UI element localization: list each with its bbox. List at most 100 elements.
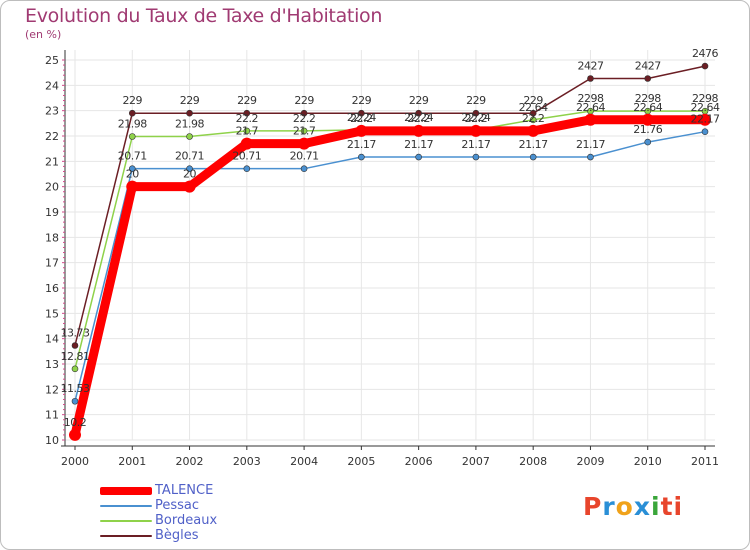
logo-letter: o: [615, 492, 634, 521]
series-pessac: [71, 128, 709, 405]
data-label: 21.17: [461, 138, 490, 151]
logo-letter: x: [633, 492, 651, 521]
data-point: [71, 365, 79, 373]
legend-label: Bègles: [155, 528, 199, 543]
data-point: [186, 165, 193, 172]
legend-item-bordeaux: Bordeaux: [100, 514, 320, 528]
data-point: [529, 109, 537, 117]
y-tick-label: 11: [45, 409, 59, 422]
data-label: 20.71: [232, 150, 261, 163]
data-label: 22.2: [293, 112, 316, 125]
data-point: [298, 137, 311, 150]
data-point: [701, 128, 709, 135]
data-label: 229: [409, 94, 429, 107]
data-point: [699, 113, 711, 126]
data-point: [69, 428, 81, 441]
data-point: [128, 133, 136, 140]
data-label: 229: [294, 94, 314, 107]
data-point: [240, 137, 253, 150]
x-tick-label: 2006: [405, 455, 433, 468]
x-tick-label: 2003: [233, 455, 261, 468]
legend-swatch: [100, 505, 152, 507]
data-label: 22.64: [633, 101, 662, 114]
data-label: 20: [183, 168, 196, 181]
series-line: [74, 65, 706, 347]
y-tick-label: 18: [45, 231, 59, 244]
data-label: 22.2: [465, 112, 488, 125]
data-label: 21.17: [519, 138, 548, 151]
data-point: [529, 153, 537, 161]
x-tick-label: 2009: [576, 455, 604, 468]
data-label: 22.24: [461, 111, 490, 124]
data-point: [300, 165, 308, 172]
data-point: [128, 109, 136, 117]
y-tick-label: 15: [45, 307, 59, 320]
series-talence: [69, 113, 711, 441]
grid: [65, 50, 715, 441]
data-label: 229: [123, 94, 143, 107]
data-label: 21.76: [633, 123, 662, 136]
x-tick-label: 2000: [61, 455, 89, 468]
data-point: [644, 75, 652, 82]
data-point: [186, 133, 193, 140]
data-point: [183, 180, 196, 193]
logo-letter: i: [673, 492, 684, 521]
line-chart: 10 11 12 13 14 15 16 17 18 19 20 21 22 23 24 25 2000 2001…: [45, 47, 720, 468]
series-line: [70, 115, 710, 440]
data-label: 2298: [577, 92, 603, 105]
data-label: 2427: [577, 59, 603, 72]
data-label: 2427: [635, 59, 661, 72]
y-tick-label: 25: [45, 54, 59, 67]
data-label: 22.64: [576, 101, 605, 114]
data-label: 21.98: [175, 118, 204, 131]
y-tick-label: 19: [45, 206, 59, 219]
data-point: [641, 113, 654, 126]
series-line: [74, 130, 706, 402]
data-label: 229: [523, 94, 543, 107]
data-label: 22.64: [519, 101, 548, 114]
y-tick-label: 14: [45, 333, 59, 346]
data-label: 22.2: [407, 112, 430, 125]
legend-label: Pessac: [155, 498, 200, 513]
y-tick-label: 17: [45, 257, 59, 270]
x-tick-label: 2008: [519, 455, 547, 468]
data-label: 229: [180, 94, 200, 107]
data-point: [300, 109, 308, 117]
data-point: [412, 124, 425, 137]
x-tick-label: 2002: [176, 455, 204, 468]
y-tick-label: 22: [45, 130, 59, 143]
data-label: 229: [466, 94, 486, 107]
logo-letter: t: [660, 492, 674, 521]
data-point: [358, 153, 365, 161]
data-point: [701, 62, 709, 70]
data-point: [358, 109, 365, 117]
data-point: [472, 109, 480, 117]
legend-item-pessac: Pessac: [100, 499, 320, 513]
y-tick-label: 13: [45, 358, 59, 371]
y-tick-label: 12: [45, 383, 59, 396]
data-label: 22.64: [691, 101, 720, 114]
data-point: [584, 113, 597, 126]
data-point: [126, 180, 139, 193]
data-point: [415, 109, 422, 117]
x-ticks: 2000 2001 2002 2003 2004 2005 2006 2007 2008 2009…: [61, 446, 719, 468]
data-point: [243, 109, 251, 117]
series-bgles: [71, 62, 709, 349]
y-ticks: 10 11 12 13 14 15 16 17 18 19 20 21 22 23 24 25: [45, 54, 65, 447]
proxiti-logo: Proxiti: [583, 492, 683, 521]
x-tick-label: 2001: [118, 455, 146, 468]
data-point: [472, 153, 480, 161]
data-point: [529, 116, 537, 124]
data-point: [300, 127, 308, 135]
data-label: 11.53: [61, 382, 90, 395]
data-point: [587, 75, 594, 82]
data-label: 2298: [692, 92, 718, 105]
logo-letter: i: [651, 492, 661, 521]
data-label: 10.2: [64, 416, 87, 429]
x-tick-label: 2010: [634, 455, 662, 468]
data-point: [469, 124, 482, 137]
legend-item-talence: TALENCE: [100, 484, 320, 498]
data-label: 229: [237, 94, 257, 107]
data-point: [71, 342, 79, 349]
legend-label: Bordeaux: [155, 513, 218, 528]
